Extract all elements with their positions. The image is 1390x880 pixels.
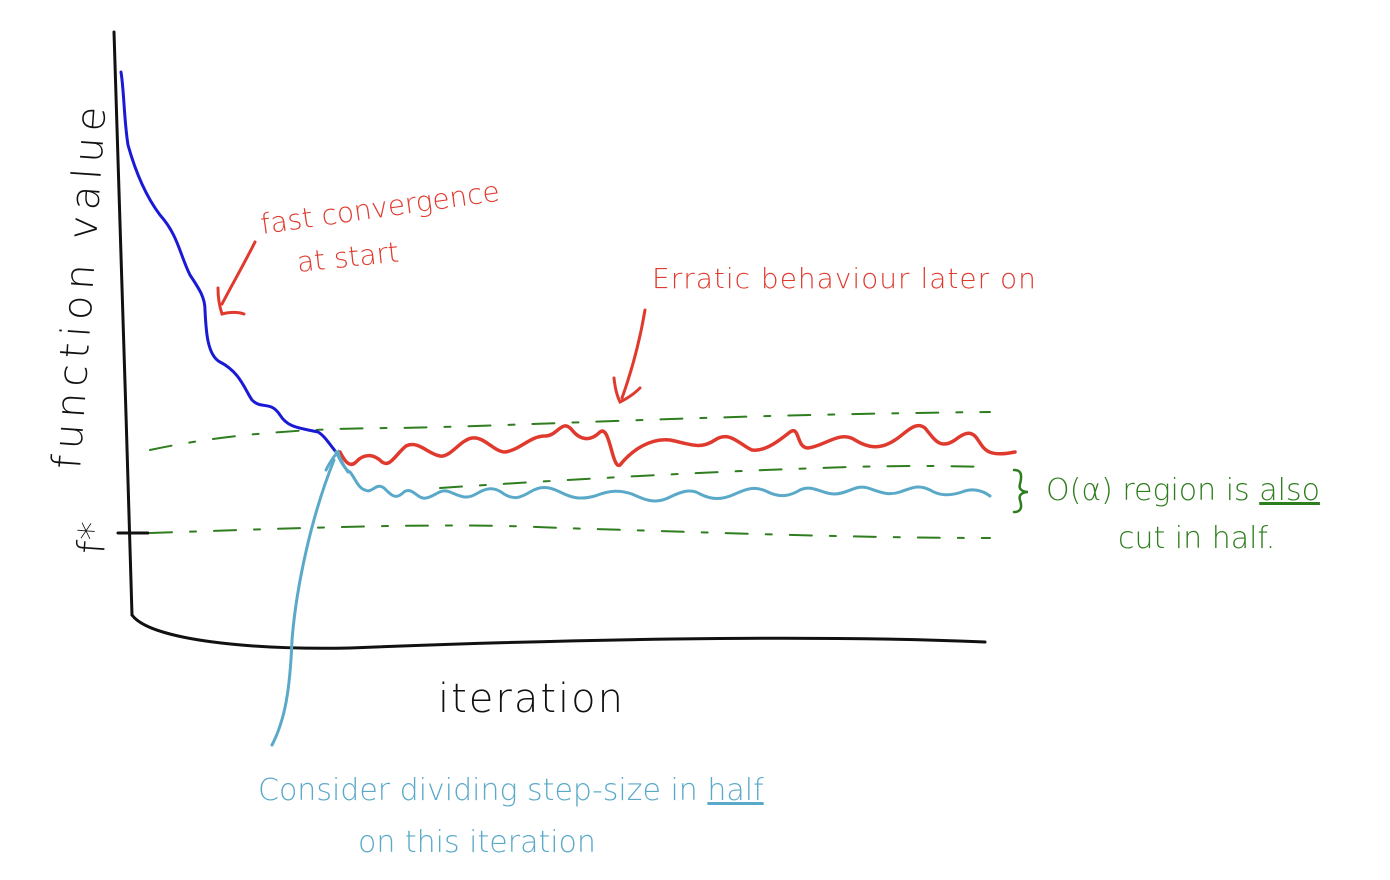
region-brace: [1012, 468, 1029, 514]
consider-arrow: [270, 449, 350, 747]
lower-bound-line: [149, 524, 991, 539]
region-text-line2: cut in half.: [1118, 521, 1275, 556]
fast-convergence-arrow: [216, 240, 257, 316]
f-star-label: f*: [69, 520, 115, 555]
fast-convergence-text-line1: fast convergence: [258, 175, 501, 241]
region-text-also: also: [1259, 473, 1320, 508]
x-axis-label: iteration: [438, 676, 625, 722]
upper-bound-line: [149, 411, 991, 451]
erratic-arrow: [612, 308, 647, 405]
y-axis-label: function value: [44, 99, 116, 471]
red-erratic-curve: [338, 423, 1017, 467]
light-blue-curve: [334, 450, 992, 503]
o-alpha-region-bounds: [149, 411, 991, 539]
fast-convergence-text-line2: at start: [295, 235, 400, 279]
region-text-main: O(α) region is: [1046, 473, 1259, 508]
consider-text-line2: on this iteration: [358, 825, 596, 860]
y-axis: [112, 30, 134, 617]
x-axis: [130, 613, 987, 650]
erratic-text: Erratic behaviour later on: [652, 262, 1037, 295]
consider-text-line1: Consider dividing step-size in half: [258, 773, 764, 808]
region-text-line1: O(α) region is also: [1046, 473, 1320, 508]
consider-text-half: half: [707, 773, 764, 808]
consider-text-main: Consider dividing step-size in: [258, 773, 707, 808]
blue-convergence-curve: [119, 70, 338, 454]
middle-bound-line: [439, 465, 991, 489]
